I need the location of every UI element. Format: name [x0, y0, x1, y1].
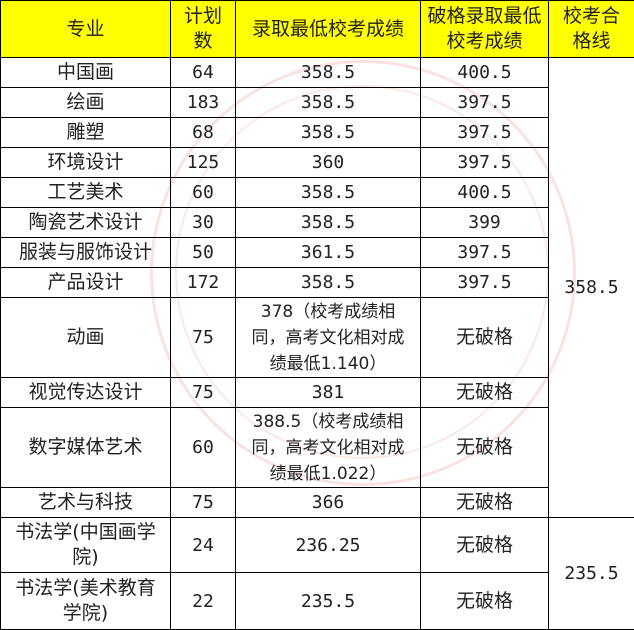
- major-cell: 数字媒体艺术: [1, 408, 171, 488]
- plan-cell: 24: [171, 518, 236, 573]
- plan-cell: 30: [171, 208, 236, 238]
- min-score-cell: 388.5（校考成绩相同，高考文化相对成绩最低1.022）: [236, 408, 421, 488]
- header-exception-score: 破格录取最低校考成绩: [421, 1, 549, 58]
- major-cell: 书法学(美术教育学院): [1, 573, 171, 630]
- exception-score-cell: 无破格: [421, 488, 549, 518]
- major-cell: 陶瓷艺术设计: [1, 208, 171, 238]
- min-score-cell: 358.5: [236, 268, 421, 298]
- min-score-cell: 236.25: [236, 518, 421, 573]
- min-score-cell: 378（校考成绩相同，高考文化相对成绩最低1.140）: [236, 298, 421, 378]
- exception-score-cell: 400.5: [421, 178, 549, 208]
- min-score-cell: 358.5: [236, 178, 421, 208]
- exception-score-cell: 无破格: [421, 518, 549, 573]
- plan-cell: 60: [171, 178, 236, 208]
- exception-score-cell: 397.5: [421, 118, 549, 148]
- plan-cell: 125: [171, 148, 236, 178]
- exception-score-cell: 无破格: [421, 408, 549, 488]
- header-plan: 计划数: [171, 1, 236, 58]
- plan-cell: 64: [171, 58, 236, 88]
- exception-score-cell: 400.5: [421, 58, 549, 88]
- exception-score-cell: 无破格: [421, 298, 549, 378]
- header-min-score: 录取最低校考成绩: [236, 1, 421, 58]
- major-cell: 中国画: [1, 58, 171, 88]
- exception-score-cell: 397.5: [421, 238, 549, 268]
- major-cell: 绘画: [1, 88, 171, 118]
- major-cell: 艺术与科技: [1, 488, 171, 518]
- min-score-cell: 235.5: [236, 573, 421, 630]
- min-score-cell: 366: [236, 488, 421, 518]
- min-score-cell: 358.5: [236, 208, 421, 238]
- exception-score-cell: 397.5: [421, 148, 549, 178]
- major-cell: 动画: [1, 298, 171, 378]
- plan-cell: 75: [171, 488, 236, 518]
- pass-line-cell: 358.5: [549, 58, 634, 518]
- major-cell: 产品设计: [1, 268, 171, 298]
- exception-score-cell: 397.5: [421, 268, 549, 298]
- exception-score-cell: 无破格: [421, 378, 549, 408]
- min-score-cell: 360: [236, 148, 421, 178]
- major-cell: 视觉传达设计: [1, 378, 171, 408]
- pass-line-cell: 235.5: [549, 518, 634, 630]
- exception-score-cell: 397.5: [421, 88, 549, 118]
- min-score-cell: 358.5: [236, 118, 421, 148]
- major-cell: 书法学(中国画学院): [1, 518, 171, 573]
- min-score-cell: 358.5: [236, 88, 421, 118]
- header-major: 专业: [1, 1, 171, 58]
- plan-cell: 68: [171, 118, 236, 148]
- major-cell: 服装与服饰设计: [1, 238, 171, 268]
- min-score-cell: 361.5: [236, 238, 421, 268]
- major-cell: 工艺美术: [1, 178, 171, 208]
- plan-cell: 75: [171, 298, 236, 378]
- major-cell: 环境设计: [1, 148, 171, 178]
- plan-cell: 60: [171, 408, 236, 488]
- plan-cell: 22: [171, 573, 236, 630]
- min-score-cell: 358.5: [236, 58, 421, 88]
- major-cell: 雕塑: [1, 118, 171, 148]
- plan-cell: 183: [171, 88, 236, 118]
- header-row: 专业 计划数 录取最低校考成绩 破格录取最低校考成绩 校考合格线: [1, 1, 634, 58]
- plan-cell: 172: [171, 268, 236, 298]
- exception-score-cell: 无破格: [421, 573, 549, 630]
- plan-cell: 75: [171, 378, 236, 408]
- plan-cell: 50: [171, 238, 236, 268]
- header-pass-line: 校考合格线: [549, 1, 634, 58]
- exception-score-cell: 399: [421, 208, 549, 238]
- min-score-cell: 381: [236, 378, 421, 408]
